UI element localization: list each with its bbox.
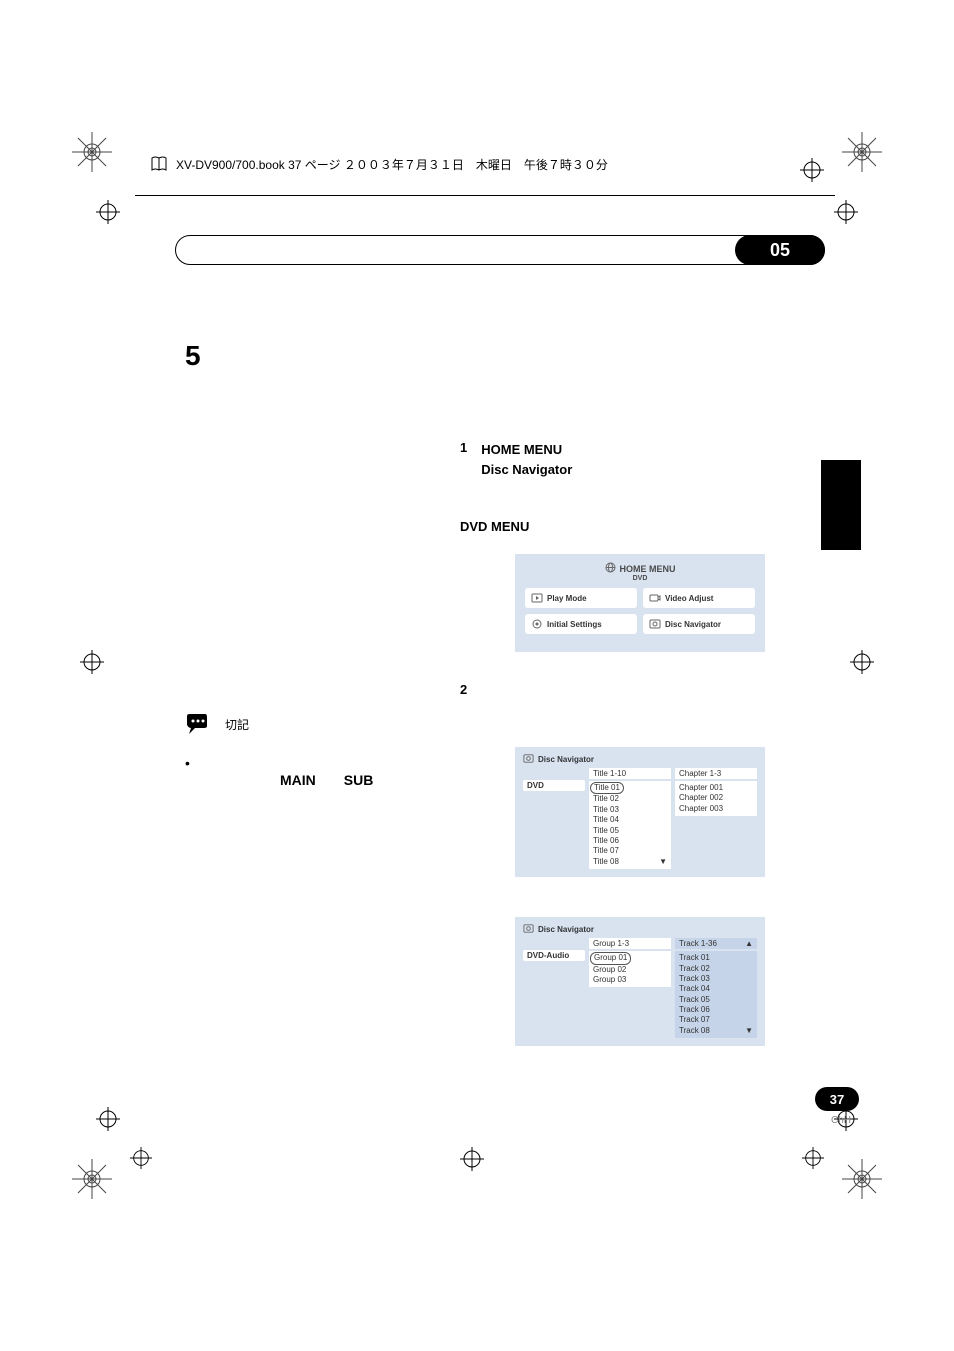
dvd-menu-label: DVD MENU (460, 519, 820, 534)
registration-mark-icon (96, 1107, 120, 1131)
file-header: XV-DV900/700.book 37 ページ ２００３年７月３１日 木曜日 … (150, 155, 608, 173)
book-icon (150, 155, 168, 173)
section-header-bar: 05 (175, 235, 825, 265)
step-text: HOME MENU Disc Navigator (481, 440, 572, 479)
play-mode-icon (531, 592, 543, 604)
corner-ornament (70, 130, 114, 174)
chapter-number: 5 (185, 340, 201, 372)
video-adjust-icon (649, 592, 661, 604)
main-sub-label: MAIN SUB (280, 770, 373, 790)
page-locale: ChH (831, 1115, 851, 1126)
registration-mark-icon (96, 200, 120, 224)
home-menu-card: HOME MENU DVD Play Mode Video Adjust Ini… (515, 554, 765, 652)
nav-mid-list[interactable]: Title 01Title 02Title 03Title 04Title 05… (589, 781, 671, 869)
step-1: 1 HOME MENU Disc Navigator (460, 440, 820, 479)
settings-icon (531, 618, 543, 630)
section-number-badge: 05 (735, 235, 825, 265)
disc-navigator-icon (523, 923, 534, 936)
registration-mark-icon (802, 1147, 824, 1169)
header-divider (135, 195, 835, 196)
nav-right-list[interactable]: Track 01Track 02Track 03Track 04Track 05… (675, 951, 757, 1038)
nav-right-header: Track 1-36▲ (675, 938, 757, 949)
nav-mid-list[interactable]: Group 01Group 02Group 03 (589, 951, 671, 987)
disc-navigator-icon (649, 618, 661, 630)
note-icon (185, 712, 209, 736)
menu-item-video-adjust[interactable]: Video Adjust (643, 588, 755, 608)
registration-mark-icon (130, 1147, 152, 1169)
file-header-text: XV-DV900/700.book 37 ページ ２００３年７月３１日 木曜日 … (176, 156, 608, 173)
nav-mid-header: Group 1-3 (589, 938, 671, 949)
step-number: 2 (460, 682, 467, 697)
menu-item-disc-navigator[interactable]: Disc Navigator (643, 614, 755, 634)
disc-navigator-dvd-card: Disc Navigator DVD Title 1-10 Title 01Ti… (515, 747, 765, 877)
nav-right-list[interactable]: Chapter 001Chapter 002Chapter 003 (675, 781, 757, 816)
registration-mark-icon (460, 1147, 484, 1171)
page-number-badge: 37 (815, 1087, 859, 1111)
corner-ornament (70, 1157, 114, 1201)
nav-mid-header: Title 1-10 (589, 768, 671, 779)
side-tab (821, 460, 861, 550)
registration-mark-icon (80, 650, 104, 674)
note-label: 切記 (225, 716, 249, 733)
nav-right-header: Chapter 1-3 (675, 768, 757, 779)
step-2: 2 (460, 682, 820, 697)
nav-left-label: DVD (523, 780, 585, 791)
registration-mark-icon (850, 650, 874, 674)
menu-item-initial-settings[interactable]: Initial Settings (525, 614, 637, 634)
home-menu-sub: DVD (525, 575, 755, 582)
registration-mark-icon (800, 158, 824, 182)
disc-navigator-dvd-audio-card: Disc Navigator DVD-Audio Group 1-3 Group… (515, 917, 765, 1046)
globe-icon (605, 562, 616, 575)
disc-navigator-icon (523, 753, 534, 766)
step-number: 1 (460, 440, 467, 479)
corner-ornament (840, 1157, 884, 1201)
bullet-point: • (185, 755, 190, 771)
nav-left-label: DVD-Audio (523, 950, 585, 961)
registration-mark-icon (834, 200, 858, 224)
home-menu-title: HOME MENU (525, 562, 755, 575)
corner-ornament (840, 130, 884, 174)
menu-item-play-mode[interactable]: Play Mode (525, 588, 637, 608)
